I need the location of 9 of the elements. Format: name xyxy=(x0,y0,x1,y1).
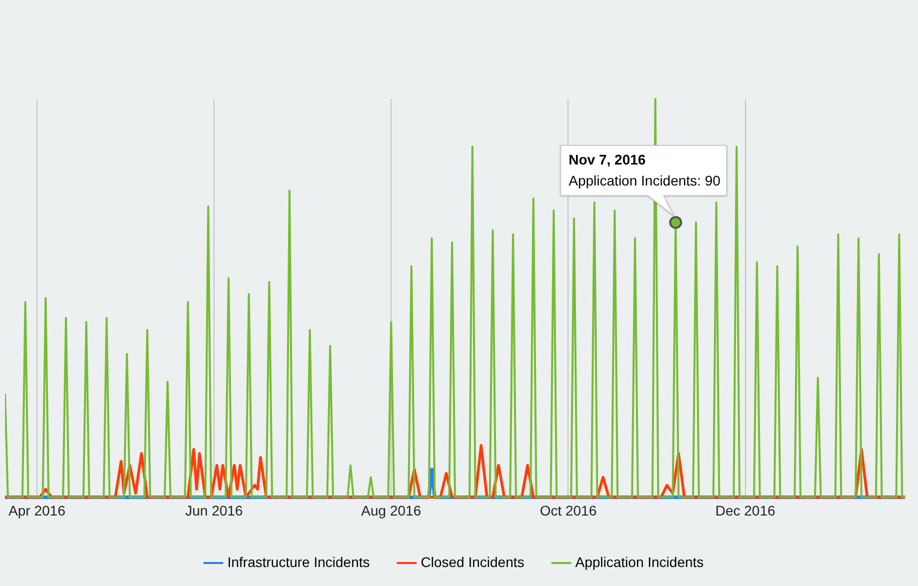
legend-label: Closed Incidents xyxy=(420,554,524,570)
x-tick-label: Oct 2016 xyxy=(540,502,597,518)
annotation: Nov 7, 2016 Application Incidents: 90 xyxy=(568,151,721,188)
x-tick-label: Jun 2016 xyxy=(185,502,244,518)
x-tick-label: Apr 2016 xyxy=(8,502,66,518)
legend-label: Application Incidents xyxy=(575,554,704,570)
legend-label: Infrastructure Incidents xyxy=(227,554,370,570)
x-tick-label: Aug 2016 xyxy=(361,502,422,518)
x-tick-label: Dec 2016 xyxy=(715,502,776,518)
